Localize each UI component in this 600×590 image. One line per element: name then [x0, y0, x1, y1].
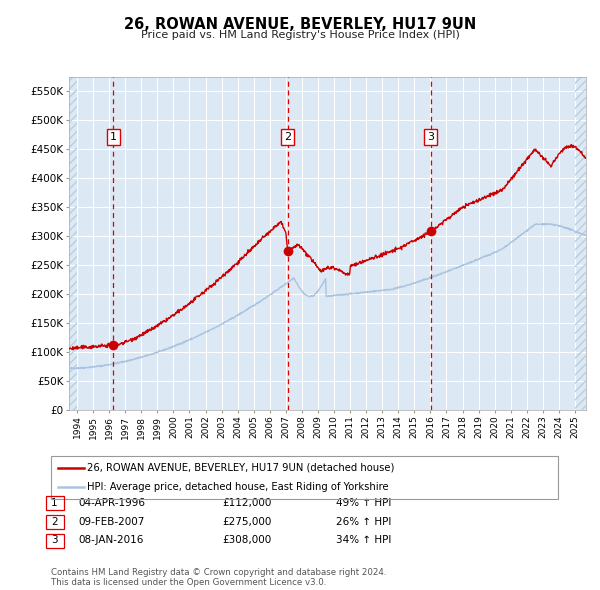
Text: 2: 2	[51, 517, 58, 526]
Text: 26, ROWAN AVENUE, BEVERLEY, HU17 9UN: 26, ROWAN AVENUE, BEVERLEY, HU17 9UN	[124, 17, 476, 31]
Text: Price paid vs. HM Land Registry's House Price Index (HPI): Price paid vs. HM Land Registry's House …	[140, 30, 460, 40]
Text: HPI: Average price, detached house, East Riding of Yorkshire: HPI: Average price, detached house, East…	[87, 481, 389, 491]
Text: £308,000: £308,000	[222, 536, 271, 545]
Text: 2: 2	[284, 132, 291, 142]
Text: This data is licensed under the Open Government Licence v3.0.: This data is licensed under the Open Gov…	[51, 578, 326, 587]
Text: 09-FEB-2007: 09-FEB-2007	[78, 517, 145, 526]
Text: 1: 1	[51, 498, 58, 507]
Text: 04-APR-1996: 04-APR-1996	[78, 498, 145, 507]
Text: £275,000: £275,000	[222, 517, 271, 526]
Text: £112,000: £112,000	[222, 498, 271, 507]
Text: 34% ↑ HPI: 34% ↑ HPI	[336, 536, 391, 545]
Text: 3: 3	[427, 132, 434, 142]
Text: 1: 1	[110, 132, 117, 142]
Text: 49% ↑ HPI: 49% ↑ HPI	[336, 498, 391, 507]
Text: 3: 3	[51, 536, 58, 545]
Text: 08-JAN-2016: 08-JAN-2016	[78, 536, 143, 545]
Text: 26% ↑ HPI: 26% ↑ HPI	[336, 517, 391, 526]
Text: Contains HM Land Registry data © Crown copyright and database right 2024.: Contains HM Land Registry data © Crown c…	[51, 568, 386, 576]
Text: 26, ROWAN AVENUE, BEVERLEY, HU17 9UN (detached house): 26, ROWAN AVENUE, BEVERLEY, HU17 9UN (de…	[87, 463, 394, 473]
